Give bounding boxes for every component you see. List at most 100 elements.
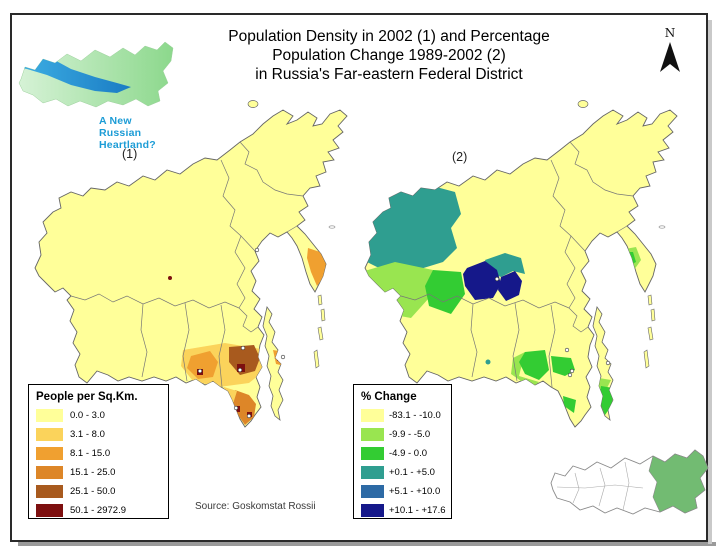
city-dot xyxy=(280,354,286,360)
city-dot xyxy=(197,368,203,374)
change-legend-rows: -83.1 - -10.0 -9.9 - -5.0 -4.9 - 0.0 +0.1 -… xyxy=(361,406,446,520)
region-border xyxy=(240,235,256,252)
city-dot xyxy=(494,276,500,282)
kuril-island xyxy=(313,349,320,369)
legend-range-label: 50.1 - 2972.9 xyxy=(70,505,126,516)
russia-locator-inset xyxy=(550,449,709,515)
legend-range-label: 15.1 - 25.0 xyxy=(70,467,116,478)
poster-title: Population Density in 2002 (1) and Perce… xyxy=(179,27,599,84)
kuril-island xyxy=(320,308,326,322)
legend-swatch xyxy=(361,428,384,441)
sakhalin-island xyxy=(262,306,284,421)
legend-row: -83.1 - -10.0 xyxy=(361,406,445,425)
city-dot xyxy=(246,413,252,419)
logo-blue-band xyxy=(19,51,131,93)
north-arrow: N xyxy=(652,26,688,81)
kuril-island xyxy=(317,294,323,306)
kuril-island xyxy=(317,326,324,341)
legend-range-label: -9.9 - -5.0 xyxy=(389,429,431,440)
region-border xyxy=(568,307,589,333)
legend-swatch xyxy=(36,428,63,441)
frame-shadow-right xyxy=(708,20,712,544)
city-dot xyxy=(569,368,575,374)
legend-range-label: 8.1 - 15.0 xyxy=(70,448,111,459)
legend-swatch xyxy=(361,485,384,498)
region-border xyxy=(548,304,556,388)
legend-range-label: -4.9 - 0.0 xyxy=(389,448,428,459)
legend-swatch xyxy=(361,504,384,517)
city-dot xyxy=(240,345,246,351)
region-border xyxy=(512,302,520,382)
density-legend: People per Sq.Km. 0.0 - 3.0 3.1 - 8.0 8.1 … xyxy=(28,384,169,519)
arctic-island xyxy=(247,100,259,108)
kuril-island xyxy=(647,294,653,306)
inset-region-border xyxy=(556,484,644,489)
legend-swatch xyxy=(36,485,63,498)
kuril-island xyxy=(650,308,656,322)
region-border xyxy=(239,141,304,197)
region-border xyxy=(182,302,190,382)
legend-row: +5.1 - +10.0 xyxy=(361,482,445,501)
north-arrow-icon xyxy=(660,42,680,72)
legend-range-label: +5.1 - +10.0 xyxy=(389,486,441,497)
legend-swatch xyxy=(361,466,384,479)
inset-region-border xyxy=(598,467,606,507)
title-line3: in Russia's Far-eastern Federal District xyxy=(255,66,523,83)
arctic-island xyxy=(577,100,589,108)
legend-row: +10.1 - +17.6 xyxy=(361,501,446,520)
inset-region-border xyxy=(622,461,630,511)
commander-island xyxy=(328,225,336,229)
region-border xyxy=(570,235,586,252)
change-legend-title: % Change xyxy=(361,391,417,403)
population-change-map xyxy=(364,100,678,428)
far-east-highlight xyxy=(648,449,709,514)
change-legend: % Change -83.1 - -10.0 -9.9 - -5.0 -4.9 - … xyxy=(353,384,452,519)
frame-shadow-bottom xyxy=(18,542,716,546)
legend-row: +0.1 - +5.0 xyxy=(361,463,445,482)
legend-row: 8.1 - 15.0 xyxy=(36,444,162,463)
legend-row: 15.1 - 25.0 xyxy=(36,463,162,482)
density-legend-title: People per Sq.Km. xyxy=(36,391,138,403)
legend-range-label: 25.1 - 50.0 xyxy=(70,486,116,497)
commander-island xyxy=(658,225,666,229)
logo-text-line1: A New Russian xyxy=(99,115,142,139)
region-border xyxy=(238,307,259,333)
city-dot xyxy=(254,247,260,253)
logo-russia-silhouette xyxy=(18,41,174,108)
legend-row: 50.1 - 2972.9 xyxy=(36,501,162,520)
region-border xyxy=(569,141,634,197)
region-border xyxy=(70,293,240,309)
city-dot xyxy=(237,367,243,373)
legend-range-label: +0.1 - +5.0 xyxy=(389,467,435,478)
district-outline xyxy=(34,109,348,428)
legend-row: -9.9 - -5.0 xyxy=(361,425,445,444)
city-dot xyxy=(605,360,611,366)
region-border xyxy=(400,293,570,309)
title-line1: Population Density in 2002 (1) and Perce… xyxy=(228,28,550,45)
heartland-logo: A New Russian Heartland? xyxy=(13,17,177,151)
legend-row: 3.1 - 8.0 xyxy=(36,425,162,444)
kuril-island xyxy=(647,326,654,341)
legend-row: 25.1 - 50.0 xyxy=(36,482,162,501)
city-dot xyxy=(233,405,239,411)
density-map xyxy=(34,100,348,428)
city-dot xyxy=(564,347,570,353)
region-border xyxy=(140,303,148,378)
source-note: Source: Goskomstat Rossii xyxy=(195,501,316,512)
region-border xyxy=(616,225,628,233)
legend-swatch xyxy=(36,466,63,479)
kuril-island xyxy=(643,349,650,369)
legend-swatch xyxy=(36,447,63,460)
legend-range-label: -83.1 - -10.0 xyxy=(389,410,441,421)
legend-range-label: +10.1 - +17.6 xyxy=(389,505,446,516)
city-dot xyxy=(567,372,573,378)
legend-swatch xyxy=(36,409,63,422)
legend-range-label: 0.0 - 3.0 xyxy=(70,410,105,421)
region-border xyxy=(286,225,298,233)
logo-text: A New Russian Heartland? xyxy=(99,115,177,151)
region-border xyxy=(470,303,478,378)
legend-row: -4.9 - 0.0 xyxy=(361,444,445,463)
legend-swatch xyxy=(361,409,384,422)
logo-russia-map xyxy=(18,41,174,108)
